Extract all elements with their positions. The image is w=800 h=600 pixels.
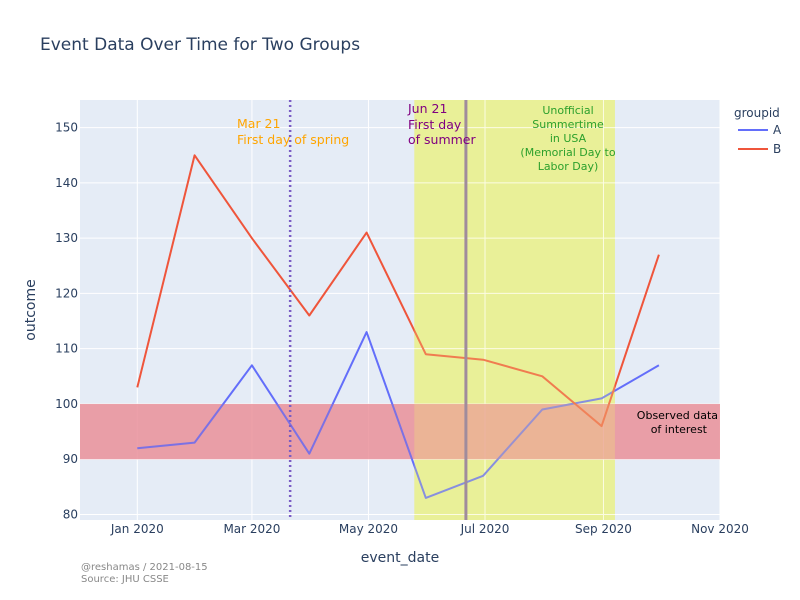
legend: groupid AB [734, 106, 782, 156]
grid-layer [80, 100, 721, 520]
summer-label-line3: of summer [408, 132, 477, 147]
chart-title: Event Data Over Time for Two Groups [40, 35, 360, 55]
y-tick-label: 150 [55, 121, 78, 135]
source-credit: @reshamas / 2021-08-15 [81, 562, 208, 573]
spring-label-date: Mar 21 [237, 116, 280, 131]
summer-label-date: Jun 21 [407, 101, 447, 116]
observed-band [80, 403, 720, 460]
summer-band-overlay [414, 100, 615, 520]
series-layer [136, 154, 660, 499]
legend-label-b: B [773, 142, 781, 156]
legend-label-a: A [773, 123, 782, 137]
x-tick-label: Jul 2020 [460, 522, 510, 536]
summertime-label-line: in USA [550, 132, 587, 145]
x-tick-label: Mar 2020 [223, 522, 280, 536]
vertical-lines-layer [80, 100, 720, 520]
summertime-label-line: Unofficial [542, 104, 593, 117]
observed-band-overlay [80, 403, 720, 460]
y-tick-labels: 80 90 100 110 120 130 140 150 [55, 121, 78, 522]
y-axis-title: outcome [23, 279, 39, 340]
x-tick-label: Nov 2020 [691, 522, 749, 536]
y-tick-label: 120 [55, 286, 78, 300]
spring-label-text: First day of spring [237, 132, 349, 147]
series-line-a [137, 331, 660, 499]
y-tick-label: 100 [55, 397, 78, 411]
observed-band-layer [80, 403, 720, 460]
legend-title: groupid [734, 106, 780, 120]
x-tick-label: May 2020 [339, 522, 398, 536]
x-axis-title: event_date [361, 550, 439, 566]
summertime-label-line: Summertime [532, 118, 604, 131]
band-label-line2: of interest [651, 423, 708, 436]
y-tick-label: 140 [55, 176, 78, 190]
y-tick-label: 110 [55, 342, 78, 356]
summertime-label-line: Labor Day) [538, 160, 599, 173]
y-tick-label: 80 [63, 507, 78, 521]
y-tick-label: 130 [55, 231, 78, 245]
summer-label-line2: First day [408, 117, 462, 132]
x-tick-label: Jan 2020 [110, 522, 164, 536]
summertime-label-line: (Memorial Day to [520, 146, 615, 159]
x-tick-label: Sep 2020 [575, 522, 632, 536]
x-tick-labels: Jan 2020 Mar 2020 May 2020 Jul 2020 Sep 2020… [110, 522, 749, 536]
y-tick-label: 90 [63, 452, 78, 466]
series-line-b [136, 154, 660, 428]
band-label-line1: Observed data [637, 409, 718, 422]
source-note: Source: JHU CSSE [81, 574, 169, 585]
